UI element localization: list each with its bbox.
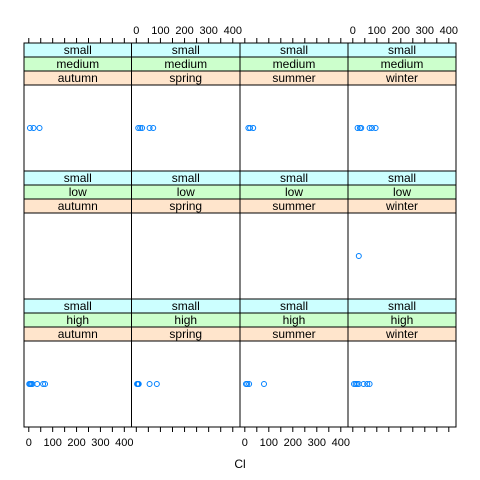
strip-label-size: small: [64, 43, 92, 57]
data-point: [30, 125, 37, 131]
x-tick-label: 400: [332, 437, 350, 449]
data-point: [139, 125, 146, 131]
data-point: [354, 125, 361, 131]
strip-label-size: small: [388, 299, 416, 313]
strip-label-size: small: [280, 43, 308, 57]
panel-frame: [347, 298, 457, 428]
x-axis-title: Cl: [234, 457, 245, 471]
data-point: [34, 381, 41, 387]
data-point: [355, 253, 362, 259]
x-tick-label: 300: [199, 25, 217, 37]
data-point: [135, 381, 142, 387]
strip-label-size: small: [172, 43, 200, 57]
x-tick-label: 0: [242, 437, 248, 449]
x-tick-label: 300: [91, 437, 109, 449]
strip-label-size: small: [388, 171, 416, 185]
x-tick-label: 200: [175, 25, 193, 37]
x-tick-label: 100: [43, 437, 61, 449]
x-tick-label: 0: [350, 25, 356, 37]
data-point: [261, 381, 267, 387]
strip-label-level: high: [391, 313, 414, 327]
data-point: [153, 381, 160, 387]
data-point: [358, 125, 365, 131]
x-tick-label: 200: [67, 437, 85, 449]
strip-label-season: spring: [169, 199, 202, 213]
strip-label-size: small: [64, 299, 92, 313]
strip-label-level: medium: [273, 57, 316, 71]
strip-label-level: medium: [381, 57, 424, 71]
strip-label-level: medium: [56, 57, 99, 71]
strip-label-season: autumn: [58, 327, 98, 341]
x-tick-label: 400: [115, 437, 133, 449]
strip-label-size: small: [388, 43, 416, 57]
data-point: [244, 381, 251, 387]
x-tick-label: 300: [416, 25, 434, 37]
data-point: [42, 381, 49, 387]
strip-label-season: winter: [385, 199, 418, 213]
x-tick-label: 300: [308, 437, 326, 449]
x-tick-label: 200: [284, 437, 302, 449]
strip-label-level: high: [283, 313, 306, 327]
x-tick-label: 400: [440, 25, 458, 37]
data-point: [372, 125, 379, 131]
strip-label-season: winter: [385, 327, 418, 341]
data-point: [36, 125, 43, 131]
data-point: [150, 125, 157, 131]
strip-label-level: low: [285, 185, 303, 199]
strip-label-season: summer: [272, 327, 315, 341]
strip-label-season: winter: [385, 71, 418, 85]
data-point: [354, 381, 361, 387]
strip-label-size: small: [64, 171, 92, 185]
data-point: [366, 381, 373, 387]
data-point: [135, 125, 142, 131]
data-point: [26, 125, 33, 131]
strip-label-season: spring: [169, 327, 202, 341]
x-tick-label: 0: [133, 25, 139, 37]
strip-label-level: low: [177, 185, 195, 199]
data-point: [146, 125, 153, 131]
strip-label-size: small: [172, 171, 200, 185]
x-tick-label: 100: [151, 25, 169, 37]
x-tick-label: 200: [392, 25, 410, 37]
x-tick-label: 400: [224, 25, 242, 37]
strip-label-size: small: [172, 299, 200, 313]
strip-label-season: summer: [272, 71, 315, 85]
data-point: [40, 381, 47, 387]
strip-label-level: low: [393, 185, 411, 199]
data-point: [366, 125, 373, 131]
x-tick-label: 0: [26, 437, 32, 449]
data-point: [369, 125, 375, 131]
strip-label-level: high: [66, 313, 89, 327]
data-point: [364, 381, 371, 387]
strip-label-level: medium: [164, 57, 207, 71]
strip-label-season: spring: [169, 71, 202, 85]
x-tick-label: 100: [260, 437, 278, 449]
strip-label-season: autumn: [58, 71, 98, 85]
strip-label-size: small: [280, 299, 308, 313]
data-point: [247, 125, 254, 131]
strip-label-season: autumn: [58, 199, 98, 213]
data-point: [360, 381, 367, 387]
strip-label-level: high: [174, 313, 197, 327]
strip-label-season: summer: [272, 199, 315, 213]
x-tick-label: 100: [368, 25, 386, 37]
data-point: [246, 381, 253, 387]
strip-label-level: low: [69, 185, 87, 199]
data-point: [137, 125, 144, 131]
data-point: [146, 381, 153, 387]
data-point: [250, 125, 257, 131]
strip-label-size: small: [280, 171, 308, 185]
